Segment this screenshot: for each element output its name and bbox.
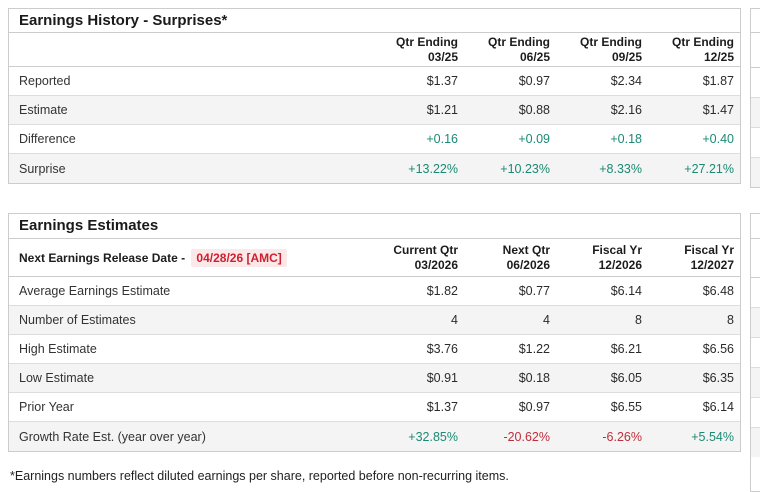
table-row-reported: Reported $1.37 $0.97 $2.34 $1.87 [9, 67, 740, 96]
cell-value: 4 [543, 313, 550, 327]
cell-value: $6.05 [610, 371, 642, 385]
row-label: Number of Estimates [19, 313, 136, 327]
cell-value: 8 [727, 313, 734, 327]
cell-value: $6.14 [610, 284, 642, 298]
cell-value: $6.56 [702, 342, 734, 356]
column-header-next-qtr: Next Qtr 06/2026 [502, 242, 550, 272]
cell-value: +0.09 [518, 132, 550, 146]
column-header-qtr-1225: Qtr Ending 12/25 [672, 34, 734, 64]
cell-value: $6.48 [702, 284, 734, 298]
cell-value: $2.34 [610, 74, 642, 88]
cell-value: +8.33% [599, 161, 642, 176]
row-label: Reported [19, 74, 71, 88]
cell-value: $6.35 [702, 371, 734, 385]
table-row-average-estimate: Average Earnings Estimate $1.82 $0.77 $6… [9, 277, 740, 306]
row-label: Average Earnings Estimate [19, 284, 171, 298]
column-header-fiscal-yr-2027: Fiscal Yr 12/2027 [684, 242, 734, 272]
row-label: Growth Rate Est. (year over year) [19, 429, 206, 444]
cell-value: $1.37 [426, 400, 458, 414]
earnings-estimates-panel: Earnings Estimates Next Earnings Release… [8, 213, 741, 452]
row-label: Low Estimate [19, 371, 95, 385]
cell-value: $0.18 [518, 371, 550, 385]
table-row-number-of-estimates: Number of Estimates 4 4 8 8 [9, 306, 740, 335]
cell-value: +10.23% [500, 161, 550, 176]
cell-value: +27.21% [684, 161, 734, 176]
adjacent-panel-sliver [750, 0, 760, 492]
cell-value: $1.87 [702, 74, 734, 88]
cell-value: +0.18 [610, 132, 642, 146]
adjacent-history-panel-edge [750, 8, 760, 188]
adjacent-estimates-panel-edge [750, 213, 760, 492]
cell-value: $6.55 [610, 400, 642, 414]
release-date-badge: 04/28/26 [AMC] [191, 248, 287, 267]
cell-value: +0.16 [426, 132, 458, 146]
cell-value: $1.22 [518, 342, 550, 356]
column-header-current-qtr: Current Qtr 03/2026 [393, 242, 458, 272]
row-label: Surprise [19, 161, 66, 176]
table-row-prior-year: Prior Year $1.37 $0.97 $6.55 $6.14 [9, 393, 740, 422]
next-earnings-release: Next Earnings Release Date - 04/28/26 [A… [9, 248, 372, 267]
column-header-qtr-0325: Qtr Ending 03/25 [396, 34, 458, 64]
cell-value: $1.47 [702, 103, 734, 117]
table-row-high-estimate: High Estimate $3.76 $1.22 $6.21 $6.56 [9, 335, 740, 364]
cell-value: -6.26% [602, 429, 642, 444]
column-header-qtr-0625: Qtr Ending 06/25 [488, 34, 550, 64]
cell-value: $2.16 [610, 103, 642, 117]
cell-value: $1.82 [426, 284, 458, 298]
table-row-difference: Difference +0.16 +0.09 +0.18 +0.40 [9, 125, 740, 154]
cell-value: +32.85% [408, 429, 458, 444]
table-row-low-estimate: Low Estimate $0.91 $0.18 $6.05 $6.35 [9, 364, 740, 393]
column-header-qtr-0925: Qtr Ending 09/25 [580, 34, 642, 64]
release-label: Next Earnings Release Date - [19, 250, 186, 265]
cell-value: -20.62% [503, 429, 550, 444]
earnings-estimates-title: Earnings Estimates [9, 214, 740, 239]
cell-value: 4 [451, 313, 458, 327]
earnings-history-title: Earnings History - Surprises* [9, 9, 740, 33]
column-header-fiscal-yr-2026: Fiscal Yr 12/2026 [592, 242, 642, 272]
table-row-estimate: Estimate $1.21 $0.88 $2.16 $1.47 [9, 96, 740, 125]
row-label: High Estimate [19, 342, 97, 356]
row-label: Estimate [19, 103, 68, 117]
cell-value: 8 [635, 313, 642, 327]
cell-value: $1.21 [426, 103, 458, 117]
cell-value: $1.37 [426, 74, 458, 88]
cell-value: +13.22% [408, 161, 458, 176]
earnings-history-panel: Earnings History - Surprises* Qtr Ending… [8, 8, 741, 184]
cell-value: $0.88 [518, 103, 550, 117]
cell-value: +5.54% [691, 429, 734, 444]
cell-value: $6.21 [610, 342, 642, 356]
row-label: Prior Year [19, 400, 74, 414]
cell-value: +0.40 [702, 132, 734, 146]
earnings-estimates-header-row: Next Earnings Release Date - 04/28/26 [A… [9, 239, 740, 277]
cell-value: $0.97 [518, 400, 550, 414]
cell-value: $3.76 [426, 342, 458, 356]
cell-value: $0.77 [518, 284, 550, 298]
earnings-footnote: *Earnings numbers reflect diluted earnin… [10, 469, 509, 483]
table-row-surprise: Surprise +13.22% +10.23% +8.33% +27.21% [9, 154, 740, 183]
cell-value: $6.14 [702, 400, 734, 414]
table-row-growth-rate: Growth Rate Est. (year over year) +32.85… [9, 422, 740, 451]
row-label: Difference [19, 132, 76, 146]
cell-value: $0.97 [518, 74, 550, 88]
cell-value: $0.91 [426, 371, 458, 385]
earnings-history-header-row: Qtr Ending 03/25 Qtr Ending 06/25 Qtr En… [9, 33, 740, 67]
